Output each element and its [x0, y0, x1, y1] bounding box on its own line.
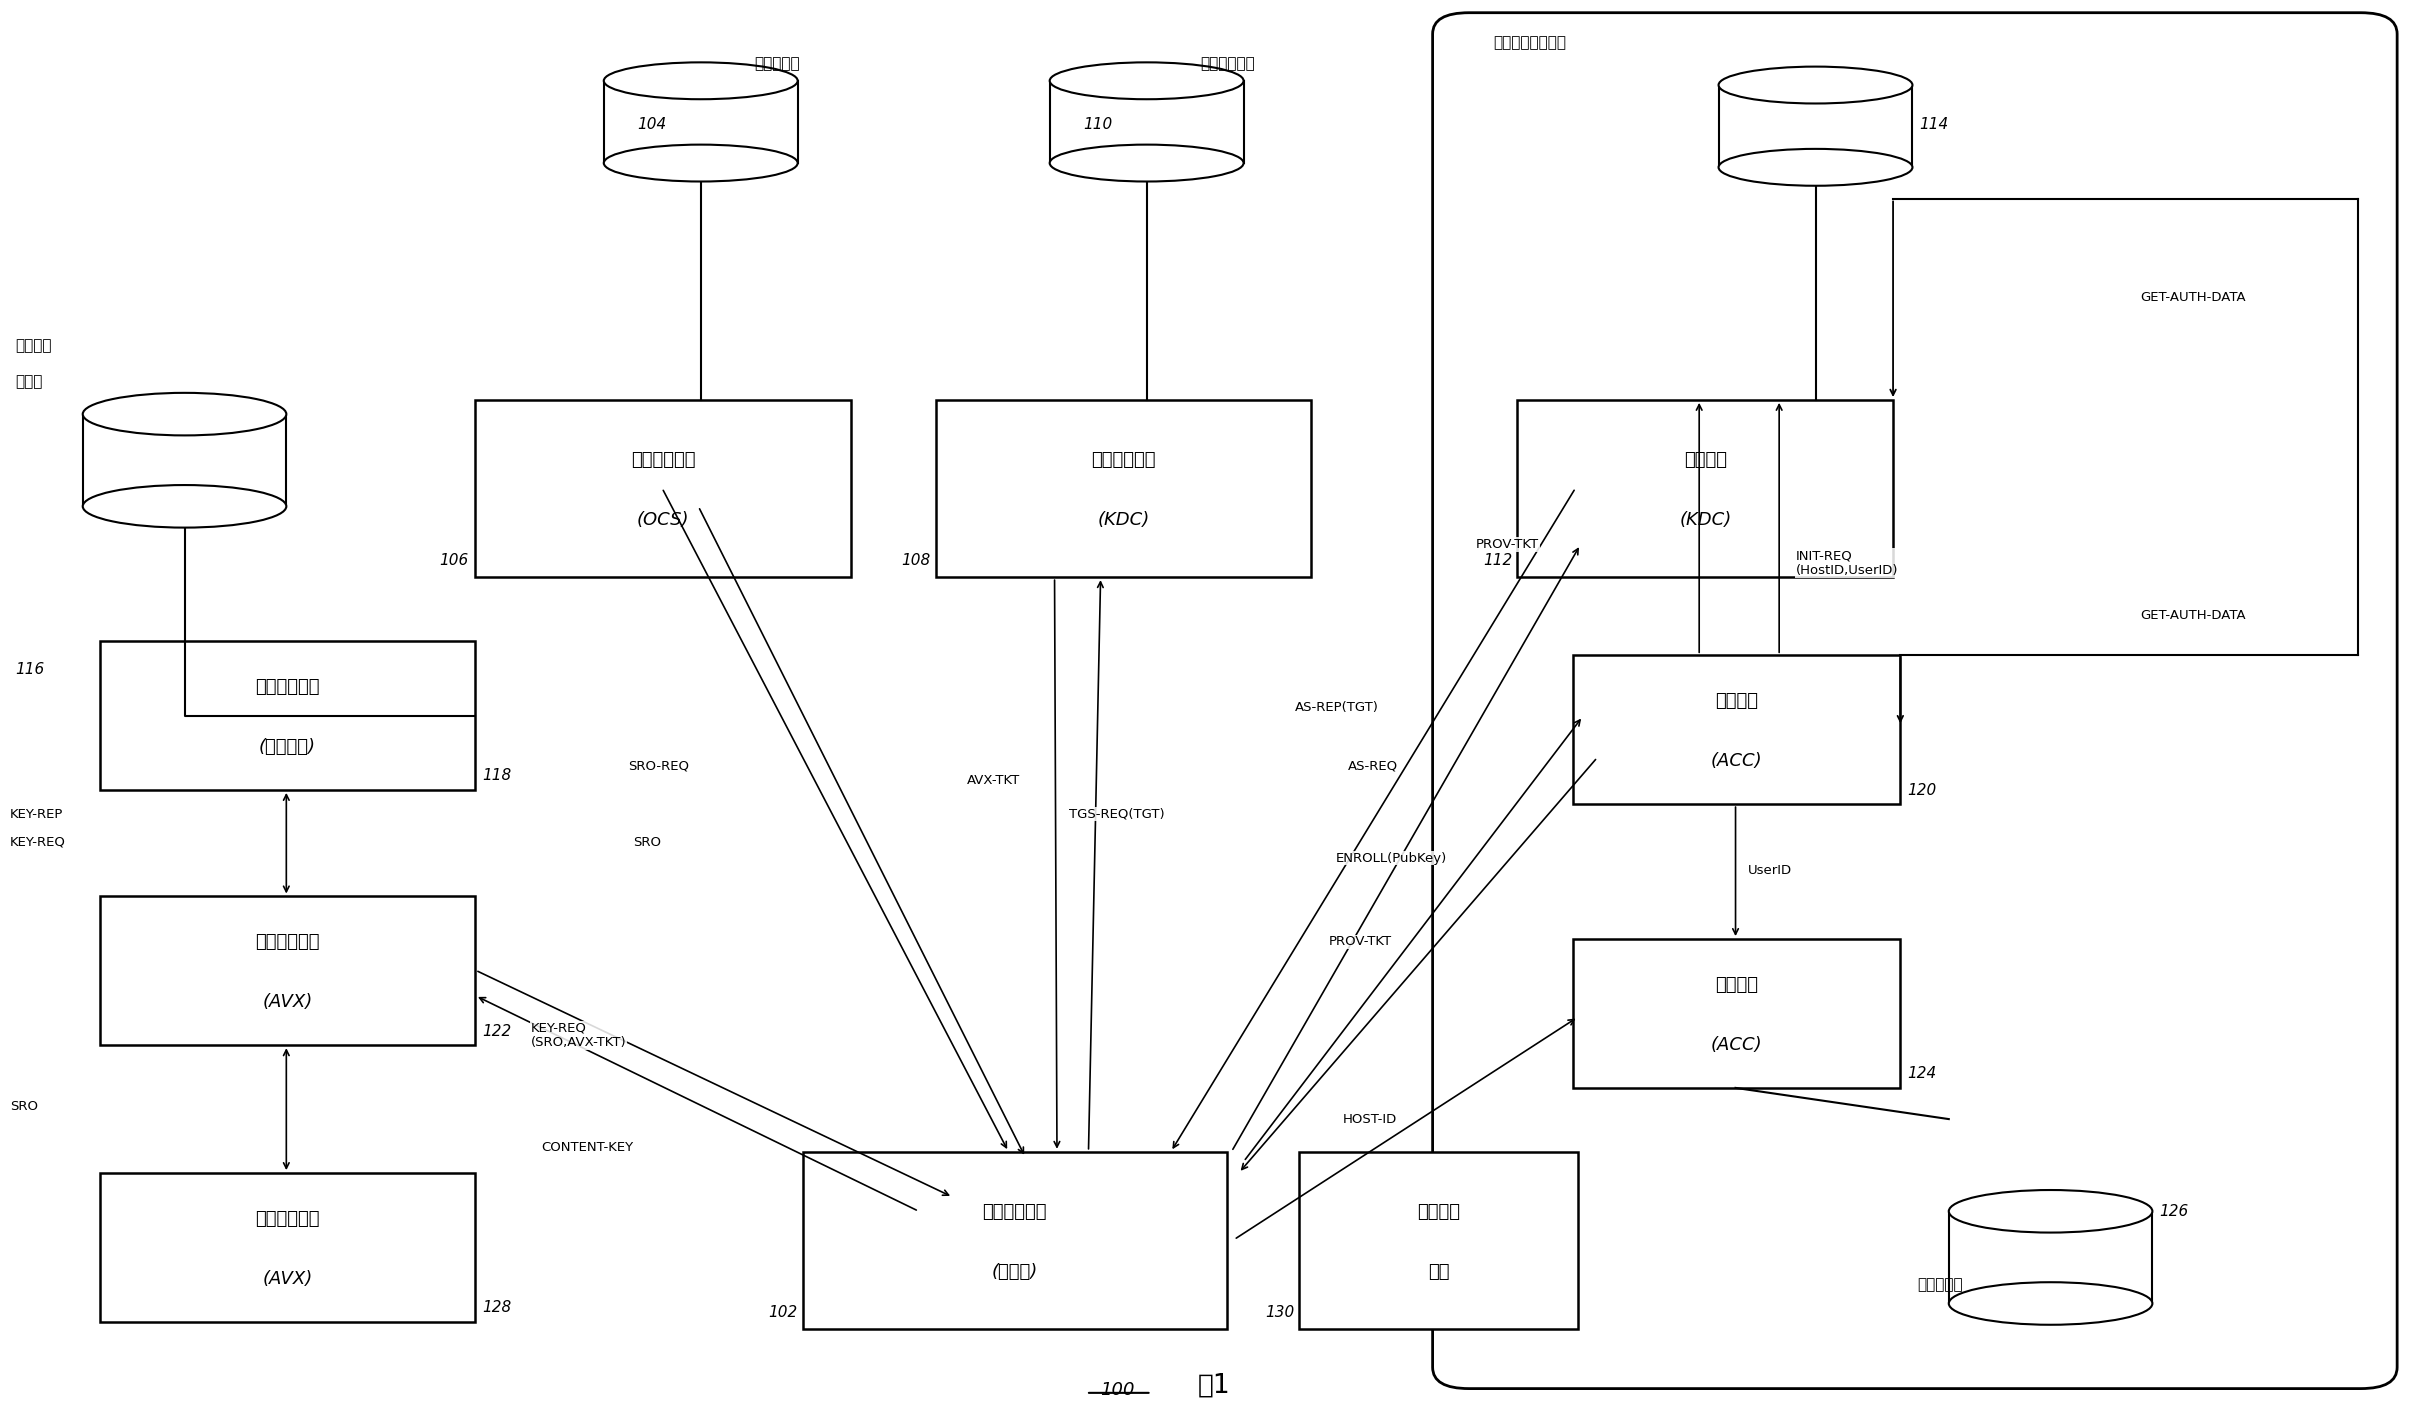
Text: SRO-REQ: SRO-REQ	[629, 759, 690, 772]
FancyBboxPatch shape	[100, 641, 476, 790]
Text: (ACC): (ACC)	[1710, 752, 1763, 770]
Text: 100: 100	[1100, 1380, 1134, 1398]
Ellipse shape	[1720, 150, 1912, 185]
FancyBboxPatch shape	[100, 896, 476, 1045]
Bar	[1720, 85, 1912, 167]
Text: AVX-TKT: AVX-TKT	[967, 773, 1020, 786]
Text: KEY-REP: KEY-REP	[10, 807, 63, 820]
Text: 110: 110	[1083, 117, 1112, 132]
Text: UserID: UserID	[1746, 864, 1793, 877]
FancyBboxPatch shape	[1574, 655, 1899, 805]
Text: (AVX): (AVX)	[262, 1270, 313, 1287]
FancyBboxPatch shape	[1518, 400, 1892, 577]
Text: (KDC): (KDC)	[1098, 511, 1149, 528]
Ellipse shape	[1049, 145, 1244, 181]
Text: 密钥管理服务: 密钥管理服务	[255, 934, 321, 951]
Bar	[605, 81, 797, 164]
Text: 106: 106	[440, 553, 469, 568]
Text: (KDC): (KDC)	[1678, 511, 1732, 528]
Text: PROV-TKT: PROV-TKT	[1329, 936, 1392, 948]
Text: 128: 128	[483, 1300, 513, 1316]
Text: 鉴别服务: 鉴别服务	[1683, 451, 1727, 470]
Text: 102: 102	[768, 1304, 797, 1320]
Text: 服务: 服务	[1428, 1263, 1450, 1280]
Text: 密钥管理服务: 密钥管理服务	[981, 1203, 1047, 1220]
Ellipse shape	[83, 393, 287, 436]
Text: 数据保护: 数据保护	[1416, 1203, 1460, 1220]
Text: 会话权利服务: 会话权利服务	[632, 451, 695, 470]
Ellipse shape	[605, 145, 797, 181]
Text: SRO: SRO	[634, 836, 661, 849]
Text: (OCS): (OCS)	[636, 511, 690, 528]
Text: 安全客户端数据库: 安全客户端数据库	[1494, 36, 1567, 50]
Text: (观察器): (观察器)	[991, 1263, 1037, 1280]
Text: AS-REP(TGT): AS-REP(TGT)	[1295, 701, 1377, 715]
Text: SRO: SRO	[10, 1099, 39, 1112]
Text: 114: 114	[1919, 117, 1948, 132]
FancyBboxPatch shape	[802, 1152, 1227, 1329]
Text: INIT-REQ
(HostID,UserID): INIT-REQ (HostID,UserID)	[1795, 550, 1899, 577]
Text: TGS-REQ(TGT): TGS-REQ(TGT)	[1069, 807, 1166, 820]
Text: 数据库: 数据库	[15, 375, 41, 389]
Text: 加密密钥: 加密密钥	[15, 339, 51, 353]
Ellipse shape	[1948, 1282, 2152, 1324]
Text: 120: 120	[1907, 783, 1936, 797]
Text: KEY-REQ: KEY-REQ	[10, 836, 66, 849]
Ellipse shape	[1948, 1190, 2152, 1233]
Text: 服务器数据库: 服务器数据库	[1200, 57, 1256, 71]
Text: 图1: 图1	[1197, 1373, 1232, 1398]
Text: 124: 124	[1907, 1067, 1936, 1081]
Text: (AVX): (AVX)	[262, 993, 313, 1011]
Text: 108: 108	[901, 553, 930, 568]
FancyBboxPatch shape	[1433, 13, 2397, 1388]
FancyBboxPatch shape	[100, 1173, 476, 1321]
Text: 116: 116	[15, 662, 44, 676]
Ellipse shape	[1720, 67, 1912, 104]
Bar	[1049, 81, 1244, 164]
Bar	[1948, 1212, 2152, 1303]
Ellipse shape	[605, 63, 797, 100]
Ellipse shape	[83, 486, 287, 528]
Text: 118: 118	[483, 769, 513, 783]
Text: 122: 122	[483, 1024, 513, 1038]
Text: CONTENT-KEY: CONTENT-KEY	[542, 1141, 634, 1153]
Text: 112: 112	[1484, 553, 1513, 568]
Text: KEY-REQ
(SRO,AVX-TKT): KEY-REQ (SRO,AVX-TKT)	[532, 1021, 627, 1049]
Text: HOST-ID: HOST-ID	[1343, 1112, 1397, 1125]
Text: AS-REQ: AS-REQ	[1348, 759, 1399, 772]
Text: PROV-TKT: PROV-TKT	[1477, 538, 1540, 551]
Bar	[83, 414, 287, 507]
Text: 提供服务: 提供服务	[1715, 692, 1759, 711]
Text: 密钥存储服务: 密钥存储服务	[255, 678, 321, 696]
Text: GET-AUTH-DATA: GET-AUTH-DATA	[2140, 292, 2247, 305]
Ellipse shape	[1049, 63, 1244, 100]
Text: 权利服务: 权利服务	[1715, 975, 1759, 994]
Text: 标签授权服务: 标签授权服务	[1091, 451, 1156, 470]
Text: (ACC): (ACC)	[1710, 1035, 1763, 1054]
FancyBboxPatch shape	[1574, 938, 1899, 1088]
FancyBboxPatch shape	[935, 400, 1312, 577]
Text: GET-AUTH-DATA: GET-AUTH-DATA	[2140, 609, 2247, 622]
FancyBboxPatch shape	[476, 400, 850, 577]
Text: 130: 130	[1266, 1304, 1295, 1320]
Text: 权利评估服务: 权利评估服务	[255, 1210, 321, 1227]
Text: 126: 126	[2159, 1203, 2189, 1219]
Text: 104: 104	[639, 117, 668, 132]
Text: 授权数据库: 授权数据库	[1916, 1277, 1963, 1293]
FancyBboxPatch shape	[1300, 1152, 1579, 1329]
Text: 权利数据库: 权利数据库	[753, 57, 799, 71]
Text: ENROLL(PubKey): ENROLL(PubKey)	[1336, 852, 1448, 864]
Text: (密钥存储): (密钥存储)	[260, 738, 316, 756]
